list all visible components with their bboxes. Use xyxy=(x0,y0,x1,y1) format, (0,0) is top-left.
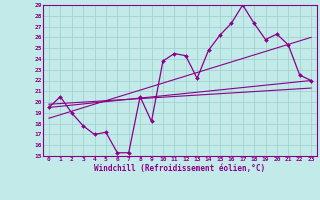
X-axis label: Windchill (Refroidissement éolien,°C): Windchill (Refroidissement éolien,°C) xyxy=(94,164,266,173)
